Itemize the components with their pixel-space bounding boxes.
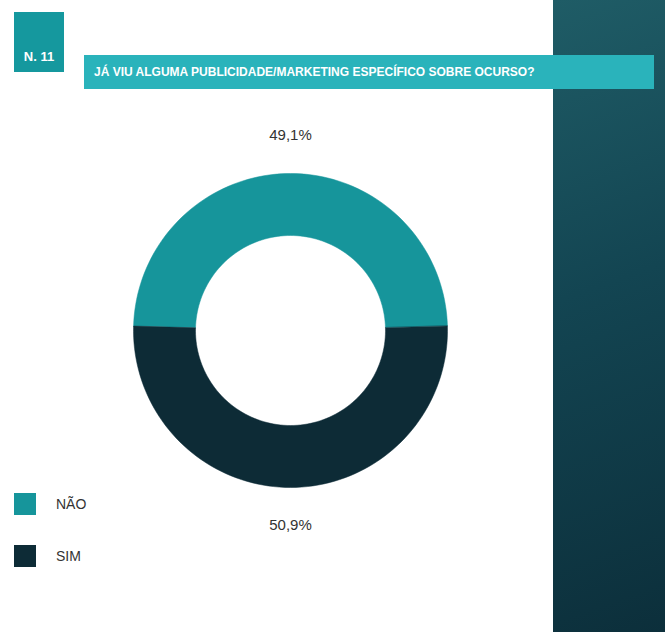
html-text:N. 11: N. 11 xyxy=(23,49,55,64)
svg-text:50,9%: 50,9% xyxy=(269,516,312,533)
html-text:SIM: SIM xyxy=(56,548,81,564)
html-text:JÁ VIU ALGUMA PUBLICIDADE/MARK: JÁ VIU ALGUMA PUBLICIDADE/MARKETING ESPE… xyxy=(94,65,535,79)
html-text:NÃO: NÃO xyxy=(56,496,87,512)
svg-text:49,1%: 49,1% xyxy=(269,126,312,143)
